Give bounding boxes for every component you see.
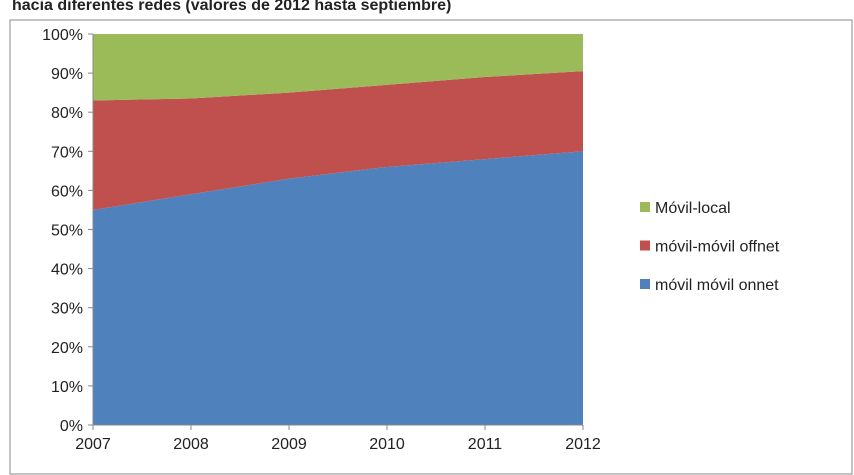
x-tick-label: 2010 [369,436,405,453]
legend-label: móvil móvil onnet [655,277,779,294]
y-tick-label: 30% [51,301,83,318]
legend-label: Móvil-local [655,200,731,217]
x-tick-label: 2011 [468,436,503,453]
y-tick-label: 50% [51,223,83,240]
legend-swatch [640,240,650,251]
x-tick-label: 2008 [173,436,209,453]
x-tick-label: 2012 [565,436,601,453]
y-tick-label: 70% [51,144,83,161]
area [93,34,583,101]
legend-swatch [640,202,650,212]
legend-label: móvil-móvil offnet [655,239,780,256]
y-tick-label: 60% [51,183,83,200]
y-tick-label: 0% [60,418,83,435]
y-tick-label: 100% [42,27,83,44]
area [93,151,583,426]
y-tick-label: 90% [51,66,83,83]
x-tick-label: 2007 [75,436,111,453]
x-tick-label: 2009 [271,436,307,453]
chart-title: hacia diferentes redes (valores de 2012 … [12,0,451,14]
y-tick-label: 40% [51,262,83,279]
y-tick-label: 20% [51,340,83,357]
y-tick-label: 10% [51,379,83,396]
area [93,71,583,210]
legend-swatch [640,279,650,289]
y-tick-label: 80% [51,105,83,122]
